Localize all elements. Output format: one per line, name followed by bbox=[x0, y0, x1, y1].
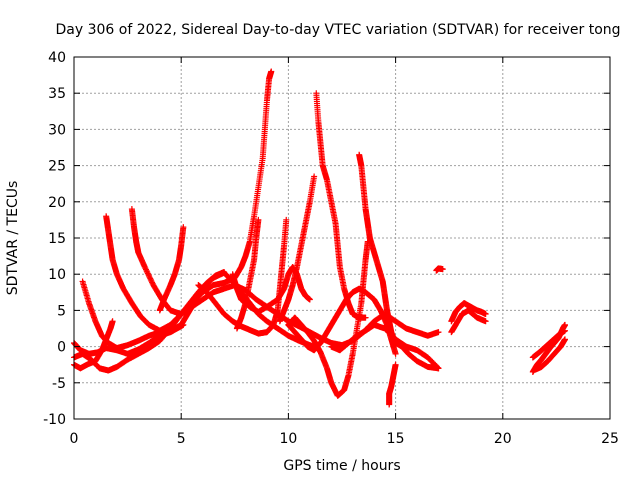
y-tick-label: 25 bbox=[48, 159, 66, 175]
y-tick-label: 0 bbox=[57, 340, 66, 356]
data-point bbox=[268, 68, 275, 75]
x-tick-label: 0 bbox=[70, 431, 79, 447]
y-tick-label: 20 bbox=[48, 195, 66, 211]
series-track-r bbox=[433, 265, 446, 274]
y-tick-label: 5 bbox=[57, 303, 66, 319]
x-tick-label: 5 bbox=[177, 431, 186, 447]
y-tick-label: 35 bbox=[48, 86, 66, 102]
y-tick-label: 30 bbox=[48, 122, 66, 138]
data-point bbox=[311, 173, 318, 180]
y-tick-label: 10 bbox=[48, 267, 66, 283]
x-axis-label: GPS time / hours bbox=[283, 458, 400, 474]
series-track-k bbox=[276, 173, 318, 325]
data-point bbox=[255, 216, 262, 223]
series-track-e bbox=[103, 213, 228, 334]
data-point bbox=[435, 329, 442, 336]
series-track-j bbox=[233, 216, 262, 332]
x-tick-label: 10 bbox=[279, 431, 297, 447]
data-point bbox=[109, 318, 116, 325]
data-point bbox=[306, 296, 313, 303]
x-tick-label: 15 bbox=[387, 431, 405, 447]
x-tick-label: 25 bbox=[601, 431, 619, 447]
y-tick-label: -10 bbox=[43, 412, 66, 428]
data-point bbox=[180, 224, 187, 231]
series-track-q bbox=[386, 361, 399, 408]
data-point bbox=[392, 350, 399, 357]
data-point bbox=[221, 269, 228, 276]
data-point bbox=[362, 314, 369, 321]
data-point bbox=[283, 216, 290, 223]
series-track-l bbox=[285, 238, 371, 399]
data-series bbox=[71, 68, 568, 408]
y-axis-label: SDTVAR / TECUs bbox=[5, 181, 21, 296]
y-tick-label: 40 bbox=[48, 50, 66, 66]
grid bbox=[74, 57, 610, 419]
x-tick-label: 20 bbox=[494, 431, 512, 447]
series-track-g bbox=[156, 224, 187, 314]
y-tick-label: 15 bbox=[48, 231, 66, 247]
y-tick-label: -5 bbox=[52, 376, 66, 392]
chart-title: Day 306 of 2022, Sidereal Day-to-day VTE… bbox=[55, 22, 620, 38]
